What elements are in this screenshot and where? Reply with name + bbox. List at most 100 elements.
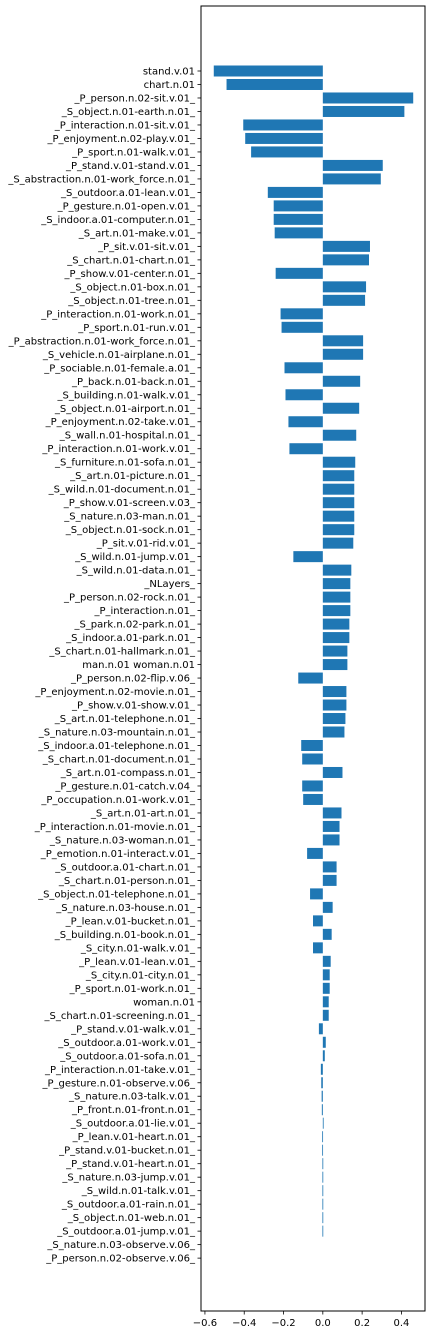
bar xyxy=(322,955,331,967)
bar xyxy=(322,240,370,252)
bar xyxy=(322,497,355,509)
y-tick-label: _S_art.n.01-compass.n.01_ xyxy=(60,768,196,779)
bar xyxy=(322,591,351,603)
y-tick-label: _S_outdoor.a.01-work.v.01_ xyxy=(57,1038,196,1049)
bar xyxy=(288,416,323,428)
bar xyxy=(322,996,329,1008)
y-tick-label: _P_interaction.n.01-take.v.01_ xyxy=(44,1065,196,1076)
bar xyxy=(322,1117,324,1129)
bar xyxy=(213,65,323,77)
bar xyxy=(322,92,414,104)
y-tick-label: _P_enjoyment.n.02-play.v.01_ xyxy=(47,134,196,145)
y-tick-label: _P_abstraction.n.01-work_force.n.01_ xyxy=(8,336,196,347)
bar xyxy=(275,267,323,279)
y-tick-label: _S_indoor.a.01-computer.n.01_ xyxy=(40,215,196,226)
bar xyxy=(321,1090,323,1102)
y-tick-label: _S_chart.n.01-hallmark.n.01_ xyxy=(48,647,196,658)
bar xyxy=(322,928,332,940)
y-tick-label: _P_emotion.n.01-interact.v.01_ xyxy=(40,849,196,860)
y-tick-label: _S_outdoor.a.01-lean.v.01_ xyxy=(60,188,196,199)
y-tick-label: _S_vehicle.n.01-airplane.n.01_ xyxy=(42,350,196,361)
y-tick-label: man.n.01 woman.n.01 xyxy=(82,660,195,671)
bar xyxy=(322,537,354,549)
y-tick-label: _P_lean.v.01-heart.n.01_ xyxy=(72,1132,196,1143)
bar xyxy=(313,915,323,927)
y-tick-label: _S_city.n.01-city.n.01_ xyxy=(85,970,196,981)
y-tick-label: _S_outdoor.a.01-lie.v.01_ xyxy=(70,1119,196,1130)
bar xyxy=(322,510,355,522)
bar xyxy=(322,456,356,468)
y-tick-label: _P_lean.v.01-bucket.n.01_ xyxy=(65,916,196,927)
bar xyxy=(322,402,360,414)
bar xyxy=(322,1198,324,1210)
bar xyxy=(322,470,355,482)
bar xyxy=(322,348,364,360)
bar xyxy=(322,861,337,873)
y-tick-label: _P_show.v.01-screen.v.03_ xyxy=(63,498,196,509)
y-tick-label: _P_sit.v.01-rid.v.01_ xyxy=(96,539,196,550)
bar xyxy=(322,699,347,711)
y-tick-label: chart.n.01 xyxy=(144,80,195,91)
bar xyxy=(245,132,323,144)
bar xyxy=(285,389,323,401)
y-tick-label: _S_object.n.01-earth.n.01_ xyxy=(61,107,196,118)
bar xyxy=(318,1023,323,1035)
y-tick-label: _P_person.n.02-sit.v.01_ xyxy=(74,93,196,104)
bar xyxy=(322,1009,329,1021)
y-tick-label: _S_chart.n.01-person.n.01_ xyxy=(58,876,196,887)
y-tick-label: _S_chart.n.01-document.n.01_ xyxy=(42,754,196,765)
bar xyxy=(322,820,340,832)
y-tick-label: _P_sit.v.01-sit.v.01_ xyxy=(97,242,196,253)
x-axis-ticks: −0.6 −0.4 −0.2 0.0 0.2 0.4 xyxy=(193,1311,409,1329)
bar xyxy=(274,227,323,239)
y-tick-label: _P_interaction.n.01-work.v.01_ xyxy=(41,444,196,455)
bar xyxy=(322,254,369,266)
x-tick-label: 0.0 xyxy=(315,1318,331,1329)
y-tick-label: _S_object.n.01-box.n.01_ xyxy=(69,282,196,293)
y-tick-label: _P_sport.n.01-walk.v.01_ xyxy=(71,147,196,158)
bar xyxy=(322,982,330,994)
y-tick-label: _S_park.n.02-park.n.01_ xyxy=(73,620,196,631)
bar xyxy=(322,605,351,617)
y-tick-label: _NLayers_ xyxy=(143,579,196,590)
y-tick-label: _S_indoor.a.01-park.n.01_ xyxy=(65,633,196,644)
y-tick-label: _S_art.n.01-art.n.01_ xyxy=(90,808,196,819)
bar xyxy=(322,1185,324,1197)
y-tick-label: _S_nature.n.03-jump.v.01_ xyxy=(61,1173,196,1184)
bar xyxy=(322,874,337,886)
y-tick-label: _P_gesture.n.01-catch.v.04_ xyxy=(54,781,196,792)
bar xyxy=(307,847,323,859)
y-tick-label: _P_back.n.01-back.n.01_ xyxy=(71,377,196,388)
bar xyxy=(322,1225,324,1237)
y-tick-label: _S_art.n.01-picture.n.01_ xyxy=(69,471,196,482)
bar xyxy=(310,888,323,900)
y-tick-label: _P_occupation.n.01-work.v.01_ xyxy=(40,795,196,806)
y-tick-label: _S_furniture.n.01-sofa.n.01_ xyxy=(54,458,196,469)
bar xyxy=(289,443,323,455)
bar xyxy=(322,1144,324,1156)
y-tick-label: _S_chart.n.01-screening.n.01_ xyxy=(44,1011,196,1022)
y-tick-label: woman.n.01 xyxy=(133,997,195,1008)
y-tick-label: _S_wild.n.01-data.n.01_ xyxy=(76,566,196,577)
y-tick-label: _S_building.n.01-book.n.01_ xyxy=(54,930,196,941)
y-tick-label: _P_stand.v.01-walk.v.01_ xyxy=(70,1024,196,1035)
bar xyxy=(322,1212,324,1224)
y-tick-label: _P_lean.v.01-lean.v.01_ xyxy=(78,957,196,968)
bar xyxy=(313,942,323,954)
bar xyxy=(303,793,323,805)
bar xyxy=(322,375,361,387)
y-tick-label: _S_nature.n.03-house.n.01_ xyxy=(55,903,196,914)
bar xyxy=(322,901,333,913)
bar xyxy=(322,632,350,644)
bar xyxy=(322,578,351,590)
x-tick-label: 0.2 xyxy=(354,1318,370,1329)
y-tick-label: _P_person.n.02-flip.v.06_ xyxy=(70,674,196,685)
bar xyxy=(322,807,342,819)
y-tick-label: _S_nature.n.03-mountain.n.01_ xyxy=(38,728,196,739)
bar xyxy=(273,200,323,212)
y-tick-label: _S_art.n.01-telephone.n.01_ xyxy=(54,714,196,725)
y-tick-label: _P_sociable.n.01-female.a.01_ xyxy=(43,363,196,374)
y-tick-label: _S_object.n.01-airport.n.01_ xyxy=(54,404,196,415)
x-tick-label: −0.2 xyxy=(271,1318,295,1329)
